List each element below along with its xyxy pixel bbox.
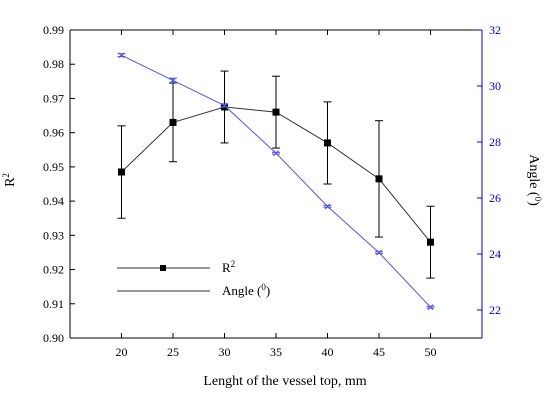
left-axis-title-base: R [3, 177, 18, 187]
r2-data-point [272, 108, 280, 116]
left-axis-title-sup: 2 [1, 173, 11, 178]
left-tick-label: 0.94 [43, 194, 64, 208]
angle-data-point [427, 304, 434, 311]
x-tick-label: 35 [270, 345, 282, 359]
left-tick-label: 0.93 [43, 228, 64, 242]
right-tick-label: 24 [489, 247, 501, 261]
r2-data-point [375, 175, 383, 183]
legend-angle-label-base: Angle ( [222, 283, 261, 298]
x-tick-label: 45 [373, 345, 385, 359]
angle-data-point [170, 77, 176, 84]
legend-r2-label-sup: 2 [231, 259, 236, 269]
x-tick-label: 20 [116, 345, 128, 359]
legend-r2-label-base: R [222, 260, 231, 275]
angle-data-point [376, 249, 382, 256]
right-axis-title-end: ) [526, 201, 541, 206]
x-tick-label: 30 [219, 345, 231, 359]
r2-data-point [324, 139, 331, 147]
left-tick-label: 0.97 [43, 91, 64, 105]
right-axis-title-base: Angle ( [526, 154, 541, 197]
left-tick-label: 0.92 [43, 263, 64, 277]
series-layer [117, 52, 435, 311]
angle-data-point [273, 150, 279, 157]
legend-angle-label: Angle (0) [222, 282, 270, 298]
left-axis-title: R2 [1, 173, 18, 187]
angle-data-point [118, 52, 125, 59]
angle-data-point [324, 203, 331, 210]
right-axis-title: Angle (0) [526, 154, 543, 206]
left-tick-label: 0.90 [43, 331, 64, 345]
x-tick-label: 25 [167, 345, 179, 359]
right-tick-label: 22 [489, 303, 501, 317]
left-tick-label: 0.91 [43, 297, 64, 311]
legend: R2 Angle (0) [117, 259, 270, 298]
angle-data-point [221, 102, 228, 109]
r2-data-point [118, 168, 125, 176]
left-tick-label: 0.98 [43, 57, 64, 71]
left-tick-label: 0.96 [43, 126, 64, 140]
x-tick-label: 50 [425, 345, 437, 359]
legend-r2-marker [160, 265, 166, 271]
left-tick-label: 0.99 [43, 23, 64, 37]
right-tick-label: 30 [489, 79, 501, 93]
right-tick-label: 26 [489, 191, 501, 205]
x-axis-title: Lenght of the vessel top, mm [203, 374, 366, 389]
legend-r2-label: R2 [222, 259, 235, 275]
ticks-layer: 20 25 30 35 40 45 500.900.910.920.930.940.950.… [43, 23, 501, 359]
legend-angle-label-sup: 0 [261, 282, 266, 292]
left-tick-label: 0.95 [43, 160, 64, 174]
x-tick-label: 40 [322, 345, 334, 359]
right-tick-label: 32 [489, 23, 501, 37]
r2-data-point [169, 118, 177, 126]
r2-data-point [427, 238, 434, 246]
legend-angle-label-end: ) [266, 283, 270, 298]
right-axis-title-sup: 0 [533, 197, 543, 202]
right-tick-label: 28 [489, 135, 501, 149]
